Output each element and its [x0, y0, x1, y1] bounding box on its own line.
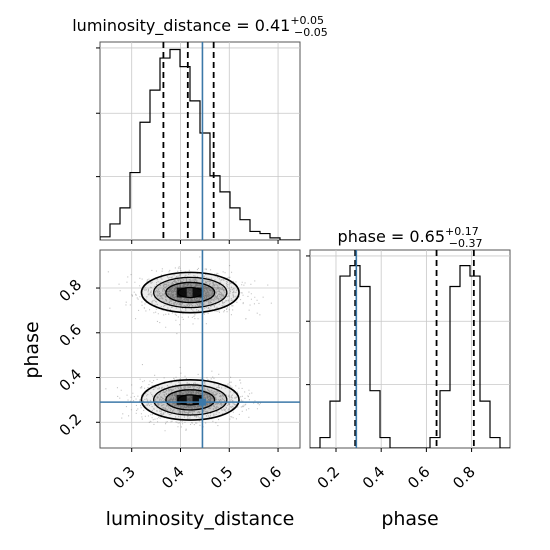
title-luminosity-distance: luminosity_distance = 0.41+0.05 −0.05 [72, 14, 328, 39]
density-core-1-1 [192, 394, 203, 405]
density-core-0-1 [192, 287, 203, 298]
density-mode-0-level-1 [153, 277, 227, 308]
contour-mode-1-level-3 [140, 378, 240, 421]
contour-lines [140, 271, 240, 421]
tick-label-phase-y-3: 0.8 [56, 276, 86, 306]
title-phase-plus: +0.17 [445, 225, 479, 238]
title-phase-minus: −0.37 [449, 237, 483, 250]
density-mode-0-level-0 [141, 272, 240, 313]
density-mode-1-level-0 [141, 379, 240, 421]
grid-lines [100, 42, 510, 448]
tick-label-ld-0: 0.3 [109, 463, 139, 493]
tick-label-phase-x-3: 0.8 [449, 463, 479, 493]
ticks: 0.3 0.4 0.5 0.6 0.2 0.4 0.6 0.8 0.2 0.4 0.6 0.8 [56, 47, 479, 493]
tick-label-phase-x-2: 0.6 [404, 463, 434, 493]
contour-mode-1-level-1 [165, 389, 216, 411]
hist-phase [310, 250, 510, 448]
sample-points-path [105, 256, 272, 432]
x-axis-label-luminosity-distance: luminosity_distance [106, 508, 295, 530]
tick-label-phase-y-0: 0.2 [56, 410, 86, 440]
density-map [141, 272, 240, 421]
hist-luminosity-distance [100, 42, 300, 240]
density-mode-1-level-1 [153, 384, 227, 416]
density-core-0-0 [176, 287, 187, 298]
tick-label-phase-y-2: 0.6 [56, 320, 86, 350]
density-core-1-0 [176, 394, 187, 405]
tick-label-phase-x-0: 0.2 [314, 463, 344, 493]
title-luminosity-distance-value: 0.41 [255, 16, 291, 35]
joint-2d-frame [99, 249, 301, 449]
tick-label-ld-3: 0.6 [256, 463, 286, 493]
title-phase-name: phase [338, 227, 386, 246]
contour-mode-1-level-2 [153, 384, 228, 416]
title-phase-value: 0.65 [409, 227, 445, 246]
tick-label-ld-2: 0.5 [207, 463, 237, 493]
x-axis-label-phase: phase [381, 508, 438, 530]
truth-marker [198, 398, 206, 406]
hist-luminosity-distance-frame [99, 41, 301, 241]
title-luminosity-distance-name: luminosity_distance [72, 16, 231, 36]
sample-points [105, 256, 272, 432]
contour-mode-0-level-2 [153, 276, 228, 309]
title-luminosity-distance-plus: +0.05 [290, 14, 324, 27]
tick-label-phase-y-1: 0.4 [56, 365, 86, 395]
contour-mode-0-level-1 [165, 281, 216, 304]
y-axis-label-phase: phase [21, 321, 43, 378]
title-phase: phase = 0.65+0.17 −0.37 [338, 225, 483, 250]
tick-label-ld-1: 0.4 [158, 463, 188, 493]
hist-luminosity-distance-steps [100, 48, 300, 240]
truth-lines [100, 42, 358, 448]
title-luminosity-distance-minus: −0.05 [294, 26, 328, 39]
contour-mode-0-level-3 [140, 271, 240, 314]
tick-label-phase-x-1: 0.4 [359, 463, 389, 493]
hist-phase-steps [310, 265, 510, 448]
